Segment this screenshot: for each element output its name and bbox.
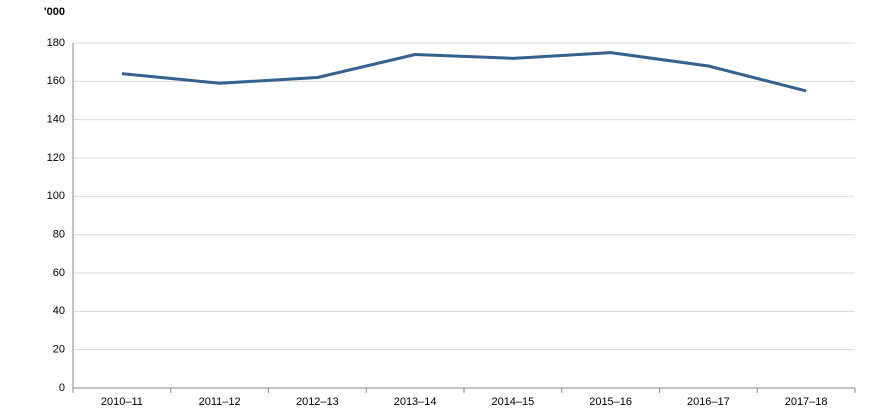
y-tick-label: 100 xyxy=(47,190,65,202)
line-series xyxy=(121,51,807,93)
y-tick-label: 40 xyxy=(53,305,65,317)
x-tick-label: 2016–17 xyxy=(687,396,730,408)
x-tick-label: 2015–16 xyxy=(589,396,632,408)
x-tick-label: 2014–15 xyxy=(491,396,534,408)
y-tick-label: 80 xyxy=(53,229,65,241)
y-tick-label: 0 xyxy=(59,382,65,394)
x-tick-label: 2017–18 xyxy=(785,396,828,408)
y-tick-label: 20 xyxy=(53,344,65,356)
x-tick-label: 2013–14 xyxy=(394,396,437,408)
y-tick-label: 60 xyxy=(53,267,65,279)
y-axis-label: '000 xyxy=(44,6,65,18)
y-tick-label: 160 xyxy=(47,75,65,87)
x-tick-label: 2011–12 xyxy=(199,396,241,408)
x-tick-label: 2012–13 xyxy=(296,396,339,408)
y-tick-label: 180 xyxy=(47,37,65,49)
y-tick-label: 140 xyxy=(47,114,65,126)
y-tick-label: 120 xyxy=(47,152,65,164)
x-tick-label: 2010–11 xyxy=(101,396,143,408)
